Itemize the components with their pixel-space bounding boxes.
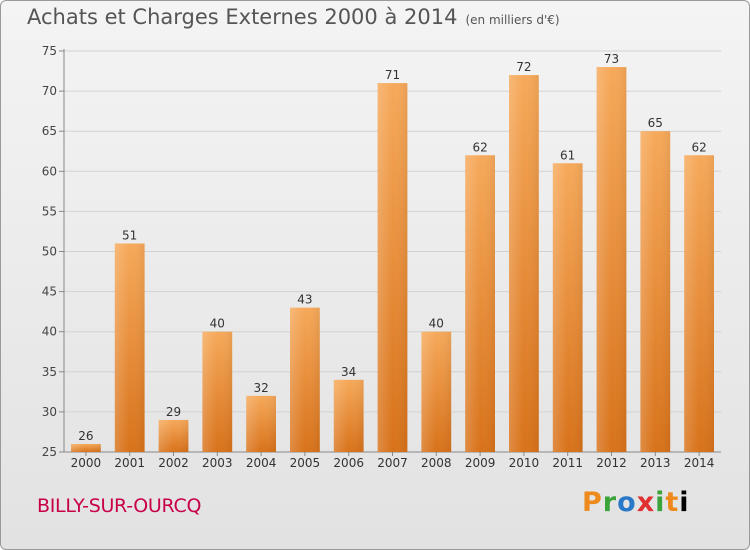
y-tick-label: 75 bbox=[42, 44, 57, 58]
x-tick-label: 2005 bbox=[290, 456, 321, 470]
bar-shine bbox=[202, 331, 233, 452]
value-label: 61 bbox=[560, 148, 575, 162]
x-tick-label: 2006 bbox=[333, 456, 364, 470]
x-tick-label: 2007 bbox=[377, 456, 408, 470]
x-tick-label: 2000 bbox=[71, 456, 102, 470]
bar-shine bbox=[333, 379, 364, 452]
value-label: 62 bbox=[472, 140, 487, 154]
x-tick-label: 2001 bbox=[114, 456, 145, 470]
bar-shine bbox=[465, 155, 495, 452]
value-label: 62 bbox=[691, 140, 706, 154]
value-label: 71 bbox=[385, 68, 400, 82]
y-tick-label: 40 bbox=[42, 325, 57, 339]
bar-shine bbox=[246, 395, 276, 452]
value-label: 29 bbox=[166, 405, 181, 419]
x-tick-label: 2002 bbox=[158, 456, 189, 470]
commune-name: BILLY-SUR-OURCQ bbox=[37, 495, 202, 517]
bar-shine bbox=[421, 331, 452, 452]
y-tick-label: 55 bbox=[42, 204, 57, 218]
value-label: 34 bbox=[341, 365, 356, 379]
y-tick-label: 35 bbox=[42, 365, 57, 379]
value-label: 72 bbox=[516, 60, 531, 74]
bar-shine bbox=[290, 307, 320, 452]
bars bbox=[71, 67, 714, 452]
value-label: 40 bbox=[210, 317, 225, 331]
bar-shine bbox=[552, 163, 583, 452]
x-tick-label: 2014 bbox=[684, 456, 715, 470]
bar-shine bbox=[640, 131, 671, 452]
y-tick-label: 30 bbox=[42, 405, 57, 419]
x-tick-label: 2003 bbox=[202, 456, 233, 470]
x-tick-label: 2011 bbox=[552, 456, 583, 470]
bar-shine bbox=[158, 419, 189, 452]
value-label: 51 bbox=[122, 228, 137, 242]
logo-letter: i bbox=[655, 487, 666, 518]
y-tick-label: 50 bbox=[42, 245, 57, 259]
bar-shine bbox=[684, 155, 714, 452]
chart-title: Achats et Charges Externes 2000 à 2014 bbox=[27, 5, 458, 29]
y-tick-label: 70 bbox=[42, 84, 57, 98]
y-tick-label: 25 bbox=[42, 445, 57, 459]
bar-shine bbox=[71, 443, 101, 452]
x-tick-label: 2012 bbox=[596, 456, 627, 470]
value-label: 43 bbox=[297, 293, 312, 307]
chart-title-row: Achats et Charges Externes 2000 à 2014 (e… bbox=[27, 5, 560, 29]
logo-letter: x bbox=[636, 487, 656, 518]
logo-letter: r bbox=[602, 487, 618, 518]
value-label: 40 bbox=[429, 317, 444, 331]
value-label: 32 bbox=[253, 381, 268, 395]
logo-letter: t bbox=[665, 487, 680, 518]
value-label: 65 bbox=[648, 116, 663, 130]
logo-letter: i bbox=[679, 487, 690, 518]
y-tick-label: 45 bbox=[42, 285, 57, 299]
x-tick-label: 2013 bbox=[640, 456, 671, 470]
y-tick-label: 65 bbox=[42, 124, 57, 138]
logo-letter: P bbox=[582, 487, 603, 518]
x-tick-label: 2008 bbox=[421, 456, 452, 470]
x-tick-label: 2010 bbox=[509, 456, 540, 470]
logo-letter: o bbox=[617, 487, 637, 518]
bar-shine bbox=[114, 243, 145, 452]
proxiti-logo: Proxiti bbox=[582, 487, 690, 518]
bar-shine bbox=[596, 67, 627, 452]
y-tick-label: 60 bbox=[42, 164, 57, 178]
bar-shine bbox=[377, 83, 408, 452]
bar-shine bbox=[509, 75, 539, 452]
chart-subtitle: (en milliers d'€) bbox=[465, 13, 560, 27]
x-tick-label: 2009 bbox=[465, 456, 496, 470]
value-label: 26 bbox=[78, 429, 93, 443]
value-label: 73 bbox=[604, 52, 619, 66]
data-labels: 26 51 29 40 32 43 34 71 40 62 72 61 73 65 62 bbox=[78, 52, 706, 443]
x-tick-label: 2004 bbox=[246, 456, 277, 470]
